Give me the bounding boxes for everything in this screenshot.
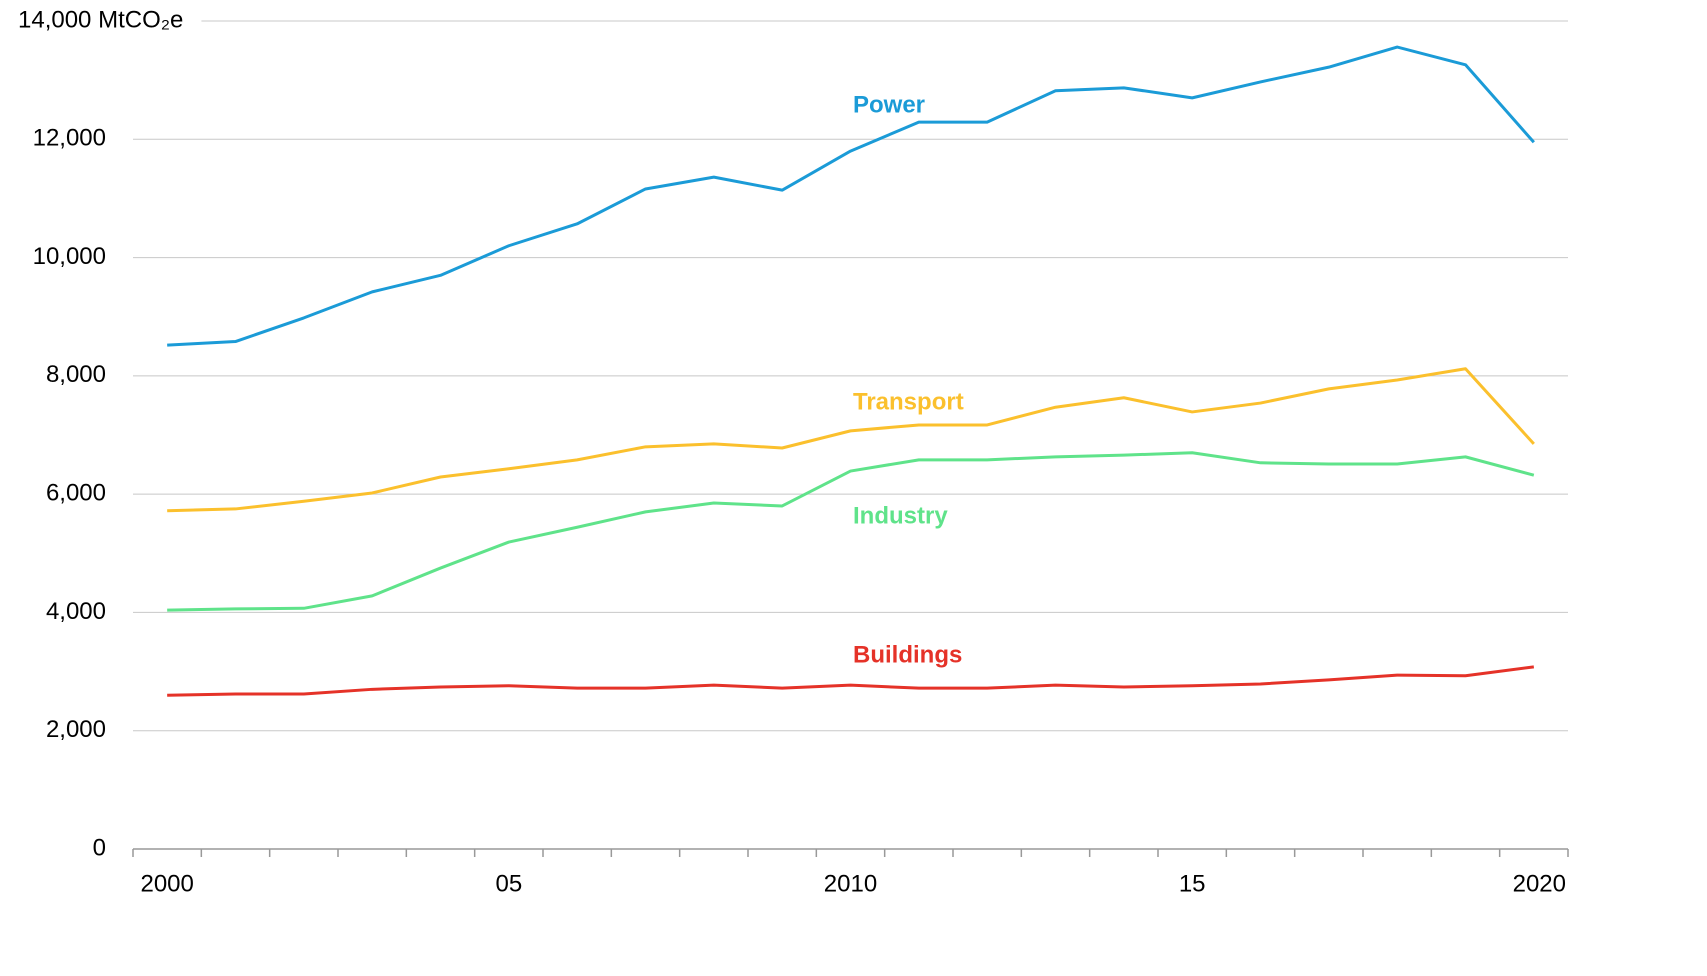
y-tick-label: 10,000 xyxy=(33,243,106,270)
x-tick-label: 15 xyxy=(1179,870,1206,897)
x-tick-label: 2010 xyxy=(824,870,877,897)
y-tick-label: 8,000 xyxy=(46,361,106,388)
series-line xyxy=(167,451,1535,612)
y-tick-label: 4,000 xyxy=(46,598,106,625)
x-tick-label: 2000 xyxy=(140,870,193,897)
series-label: Industry xyxy=(853,502,948,529)
series-line xyxy=(167,665,1535,697)
y-tick-label: 14,000 MtCO₂e xyxy=(18,6,183,33)
y-tick-label: 0 xyxy=(93,834,106,861)
x-tick-label: 05 xyxy=(495,870,522,897)
series-line xyxy=(167,367,1535,513)
y-tick-label: 6,000 xyxy=(46,479,106,506)
y-tick-label: 2,000 xyxy=(46,716,106,743)
y-tick-label: 12,000 xyxy=(33,125,106,152)
series-label: Power xyxy=(853,91,925,118)
series-label: Transport xyxy=(853,388,964,415)
series-line xyxy=(167,45,1535,347)
series-label: Buildings xyxy=(853,641,962,668)
x-tick-label: 2020 xyxy=(1513,870,1566,897)
